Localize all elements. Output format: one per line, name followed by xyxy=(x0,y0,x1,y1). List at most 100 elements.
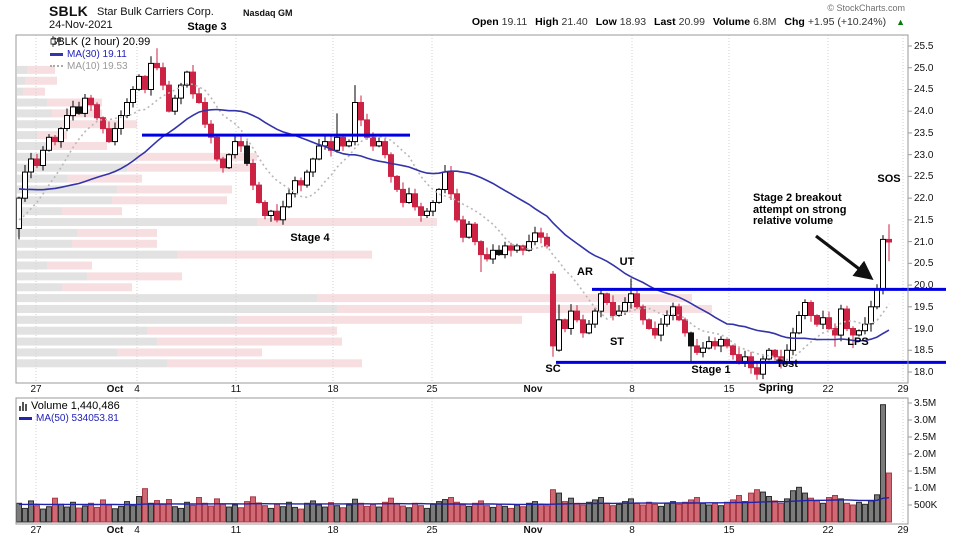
volume-by-price-gray-bar xyxy=(17,228,77,237)
volume-by-price-pink-bar xyxy=(157,337,342,346)
annotation-spring: Spring xyxy=(758,382,794,394)
x-axis-label: 25 xyxy=(426,525,438,536)
x-axis-label: 22 xyxy=(822,525,834,536)
price-axis-label: 20.0 xyxy=(914,280,934,292)
ma30-legend-label: MA(30) 19.11 xyxy=(67,48,127,60)
price-axis-label: 19.0 xyxy=(914,323,934,335)
volume-legend-label: Volume 1,440,486 xyxy=(31,400,120,412)
volume-by-price-pink-bar xyxy=(117,185,232,194)
x-axis-label: 4 xyxy=(134,525,140,536)
series-legend-label: SBLK (2 hour) 20.99 xyxy=(50,36,151,48)
volume-by-price-gray-bar xyxy=(17,315,237,324)
x-axis-label: 22 xyxy=(822,384,834,395)
x-axis-label: 8 xyxy=(629,525,635,536)
volume-by-price-pink-bar xyxy=(167,359,362,368)
volume-by-price-gray-bar xyxy=(17,65,27,74)
volume-by-price-pink-bar xyxy=(87,272,182,281)
change-up-triangle-icon: ▲ xyxy=(896,17,905,27)
price-axis-label: 25.0 xyxy=(914,62,934,74)
annotation-test: Test xyxy=(776,358,798,370)
x-axis-label: 25 xyxy=(426,384,438,395)
ma50-legend-row: MA(50) 534053.81 xyxy=(19,412,120,424)
volume-by-price-gray-bar xyxy=(17,174,67,183)
volume-axis-label: 1.0M xyxy=(914,483,937,494)
quote-volume: Volume 6.8M xyxy=(712,16,777,28)
annotation-st: ST xyxy=(609,336,625,348)
x-axis-label: Oct xyxy=(106,525,124,536)
company-name: Star Bulk Carriers Corp. xyxy=(97,6,214,18)
volume-by-price-gray-bar xyxy=(17,283,62,292)
ma30-legend-row: MA(30) 19.11 xyxy=(50,48,150,60)
volume-by-price-pink-bar xyxy=(337,304,712,313)
price-axis-label: 21.0 xyxy=(914,236,934,248)
price-axis-label: 20.5 xyxy=(914,258,934,270)
series-legend-row: SBLK (2 hour) 20.99 xyxy=(50,36,150,48)
breakout-note: Stage 2 breakout attempt on strong relativ… xyxy=(753,192,847,228)
price-axis-label: 24.0 xyxy=(914,106,934,118)
volume-by-price-gray-bar xyxy=(17,261,47,270)
volume-axis-label: 2.0M xyxy=(914,449,937,460)
price-axis-label: 21.5 xyxy=(914,214,934,226)
annotation-sos: SOS xyxy=(877,173,901,185)
breakout-arrow xyxy=(815,234,874,280)
volume-by-price-pink-bar xyxy=(25,76,57,85)
volume-by-price-gray-bar xyxy=(17,131,37,140)
volume-by-price-pink-bar xyxy=(257,218,437,227)
ma10-line-swatch xyxy=(50,65,63,67)
ma50-line xyxy=(18,497,890,506)
volume-by-price-gray-bar xyxy=(17,98,47,107)
ticker-symbol: SBLK xyxy=(49,3,88,19)
volume-by-price-pink-bar xyxy=(23,87,45,96)
x-axis-label: 29 xyxy=(897,525,909,536)
x-axis-label: 18 xyxy=(327,384,339,395)
x-axis-label: 27 xyxy=(30,384,42,395)
annotation-sc: SC xyxy=(545,363,561,375)
price-axis-label: 18.0 xyxy=(914,367,934,378)
volume-by-price-pink-bar xyxy=(317,294,692,303)
volume-axis-label: 2.5M xyxy=(914,432,937,443)
annotation-ar: AR xyxy=(577,266,593,278)
volume-by-price-pink-bar xyxy=(137,152,257,161)
volume-by-price-gray-bar xyxy=(17,207,62,216)
volume-by-price-gray-bar xyxy=(17,87,23,96)
price-axis-label: 18.5 xyxy=(914,345,934,357)
volume-by-price-gray-bar xyxy=(17,120,62,129)
x-axis-label: Nov xyxy=(523,525,543,536)
volume-by-price-gray-bar xyxy=(17,326,147,335)
breakout-note-line: Stage 2 breakout xyxy=(753,192,842,204)
volume-by-price-gray-bar xyxy=(17,163,127,172)
volume-by-price-pink-bar xyxy=(62,283,132,292)
volume-by-price-gray-bar xyxy=(17,294,317,303)
volume-by-price-gray-bar xyxy=(17,152,137,161)
volume-by-price-pink-bar xyxy=(112,196,227,205)
annotation-stage-1: Stage 1 xyxy=(691,364,731,376)
volume-by-price-gray-bar xyxy=(17,76,25,85)
volume-by-price-gray-bar xyxy=(17,304,337,313)
price-axis-label: 23.5 xyxy=(914,127,934,139)
volume-axis-label: 500K xyxy=(914,500,938,511)
x-axis-label: 18 xyxy=(327,525,339,536)
quote-open: Open 19.11 xyxy=(471,16,528,28)
volume-by-price-gray-bar xyxy=(17,272,87,281)
x-axis-label: 8 xyxy=(629,384,635,395)
volume-by-price-pink-bar xyxy=(72,239,157,248)
volume-by-price-gray-bar xyxy=(17,196,112,205)
breakout-note-line: attempt on strong xyxy=(753,203,847,216)
ma10-line xyxy=(18,82,890,361)
annotation-ut: UT xyxy=(619,256,635,268)
quote-change: Chg +1.95 (+10.24%) xyxy=(784,16,887,28)
price-axis-label: 19.5 xyxy=(914,301,934,313)
volume-by-price-pink-bar xyxy=(27,65,55,74)
x-axis-label: 15 xyxy=(723,384,735,395)
volume-by-price-pink-bar xyxy=(67,174,142,183)
ma10-legend-label: MA(10) 19.53 xyxy=(67,60,128,72)
volume-bars-icon xyxy=(19,401,27,411)
volume-axis-label: 1.5M xyxy=(914,466,937,477)
annotation-stage-4: Stage 4 xyxy=(290,232,330,244)
quote-last: Last 20.99 xyxy=(654,16,705,28)
volume-by-price-pink-bar xyxy=(47,98,102,107)
volume-by-price-pink-bar xyxy=(177,250,372,259)
chart-date: 24-Nov-2021 xyxy=(49,19,113,31)
volume-bars xyxy=(16,404,892,523)
